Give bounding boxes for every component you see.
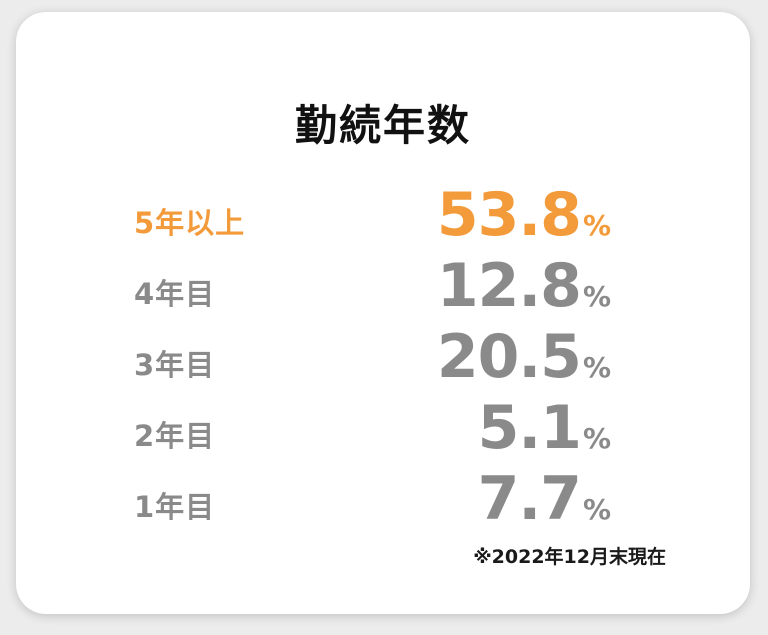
- tenure-value-number: 12.8: [436, 251, 582, 321]
- percent-unit: %: [582, 209, 611, 242]
- tenure-row-value: 7.7%: [477, 464, 611, 545]
- percent-unit: %: [582, 351, 611, 384]
- tenure-row: 3年目 20.5%: [16, 322, 750, 393]
- tenure-row-label: 5年以上: [134, 206, 246, 240]
- tenure-row-value: 53.8%: [436, 180, 611, 261]
- as-of-note: ※2022年12月末現在: [473, 546, 666, 568]
- tenure-row-label: 2年目: [134, 419, 216, 453]
- tenure-row-label: 4年目: [134, 277, 216, 311]
- tenure-row: 2年目 5.1%: [16, 393, 750, 464]
- tenure-card: 勤続年数 5年以上 53.8% 4年目 12.8% 3年目 20.5% 2年目 5.1% 1年目…: [16, 12, 750, 614]
- tenure-value-number: 7.7: [477, 464, 582, 534]
- card-title: 勤続年数: [294, 101, 471, 150]
- tenure-row-label: 1年目: [134, 490, 216, 524]
- tenure-row: 5年以上 53.8%: [16, 180, 750, 251]
- tenure-value-number: 5.1: [477, 393, 582, 463]
- percent-unit: %: [582, 493, 611, 526]
- percent-unit: %: [582, 280, 611, 313]
- tenure-row-label: 3年目: [134, 348, 216, 382]
- tenure-row-value: 12.8%: [436, 251, 611, 332]
- tenure-value-number: 20.5: [436, 322, 582, 392]
- tenure-value-number: 53.8: [436, 180, 582, 250]
- tenure-row-value: 5.1%: [477, 393, 611, 474]
- tenure-row: 4年目 12.8%: [16, 251, 750, 322]
- tenure-table: 5年以上 53.8% 4年目 12.8% 3年目 20.5% 2年目 5.1% 1年目 7.7%: [16, 180, 750, 535]
- tenure-row-value: 20.5%: [436, 322, 611, 403]
- tenure-row: 1年目 7.7%: [16, 464, 750, 535]
- percent-unit: %: [582, 422, 611, 455]
